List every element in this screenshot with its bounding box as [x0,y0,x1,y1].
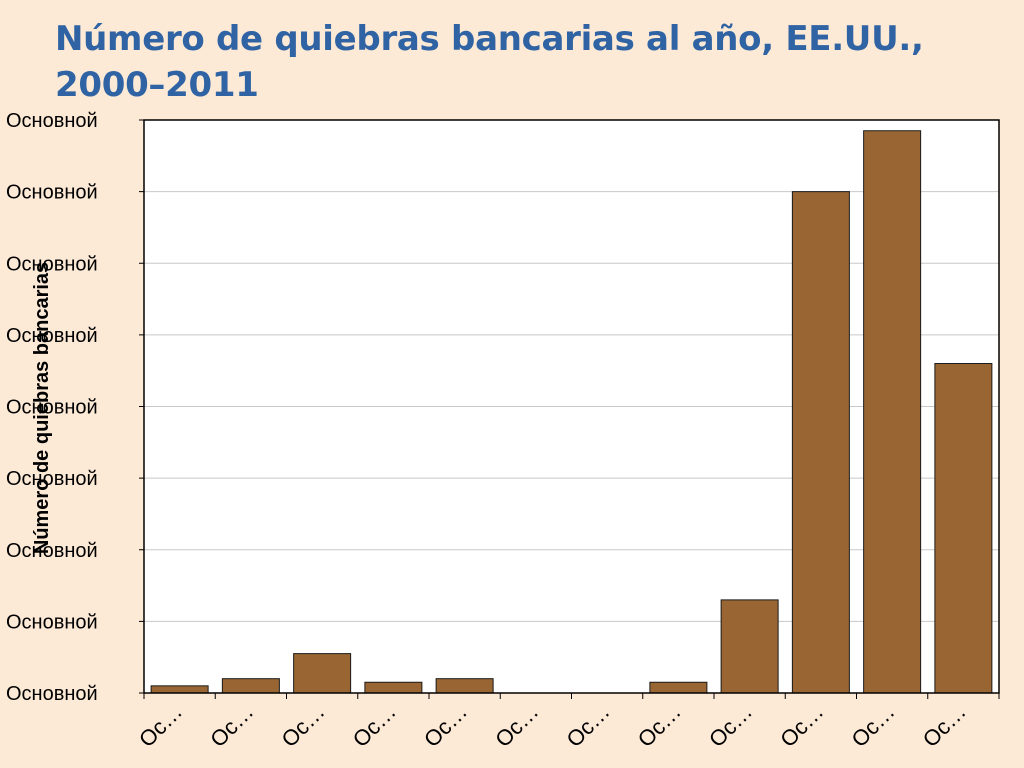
bar [221,678,280,694]
x-tick-label: Oc… [633,699,686,752]
x-tick-label: Oc… [490,699,543,752]
bar [863,130,922,694]
x-tick-label: Oc… [704,699,757,752]
chart-title: Número de quiebras bancarias al año, EE.… [55,19,924,105]
bar [791,191,850,694]
x-axis-ticks: Oc… Oc… Oc… Oc… Oc… Oc… Oc… Oc… Oc… Oc… Oc… Oc… [134,693,1000,752]
y-tick-label: Основной [6,253,98,275]
bar [364,681,423,694]
x-tick-label: Oc… [775,699,828,752]
x-tick-label: Oc… [562,699,615,752]
y-tick-label: Основной [6,468,98,490]
y-tick-label: Основной [6,325,98,347]
y-tick-label: Основной [6,683,98,705]
x-tick-label: Oc… [134,699,187,752]
y-tick-label: Основной [6,182,98,204]
gridlines [144,191,999,622]
x-tick-label: Oc… [277,699,330,752]
bar [720,599,779,694]
x-tick-label: Oc… [419,699,472,752]
y-tick-label: Основной [6,397,98,419]
y-axis-ticks: Основной Основной Основной Основной Основной… [6,110,144,705]
x-tick-label: Oc… [918,699,971,752]
y-tick-label: Основной [6,540,98,562]
x-tick-label: Oc… [205,699,258,752]
bar [934,363,993,694]
x-tick-label: Oc… [847,699,900,752]
bar [435,678,494,694]
bar [649,681,708,694]
bar [293,653,352,694]
y-tick-label: Основной [6,110,98,132]
x-tick-label: Oc… [348,699,401,752]
bars [150,130,993,694]
y-axis-label: Número de quiebras bancarias [31,262,53,554]
bar [150,685,209,694]
y-tick-label: Основной [6,611,98,633]
